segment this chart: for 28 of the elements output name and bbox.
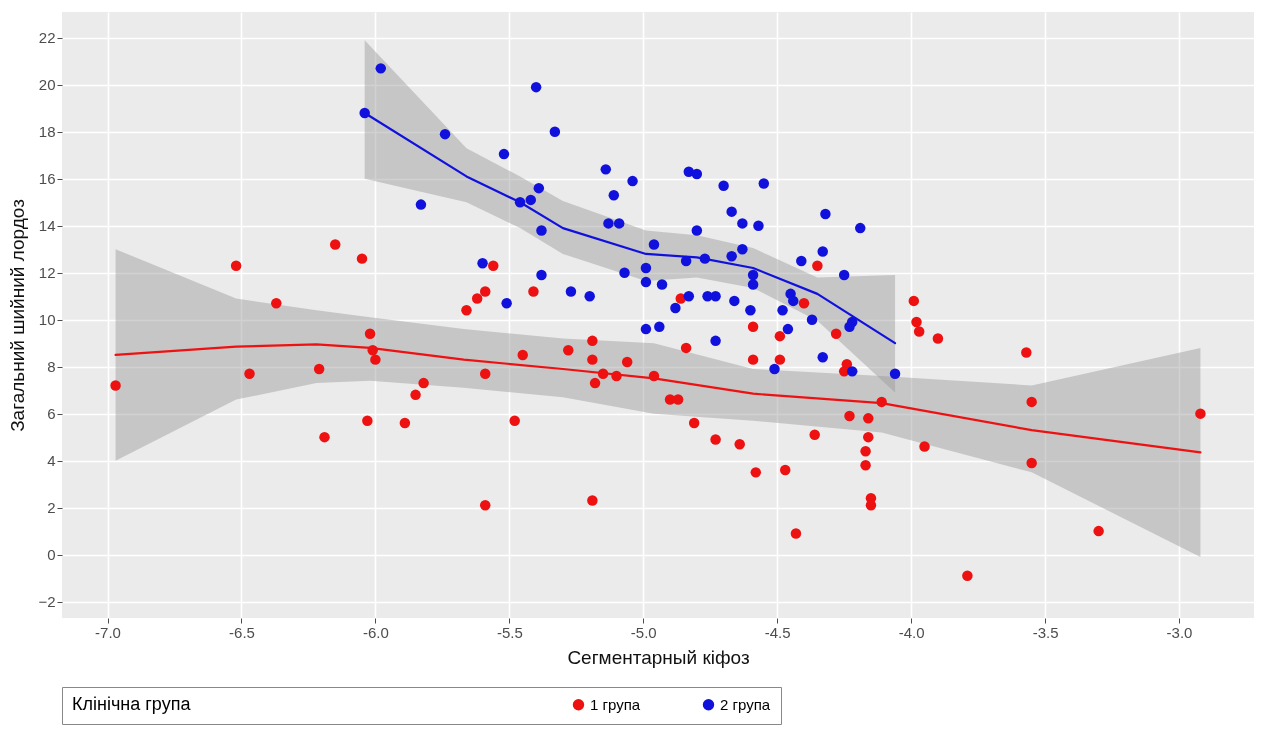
y-tick-label: 0 [47, 546, 56, 564]
y-tick-label: 18 [38, 123, 56, 141]
legend-title: Клінічна група [72, 694, 192, 714]
legend-label: 1 група [590, 695, 641, 713]
x-tick-label: -7.0 [95, 623, 121, 641]
x-axis-title: Сегментарный кіфоз [567, 646, 750, 668]
y-tick-label: 6 [47, 405, 56, 423]
y-tick-label: 10 [38, 311, 56, 329]
y-tick-label: 14 [38, 217, 56, 235]
y-tick-label: 12 [38, 264, 56, 282]
x-tick-label: -3.0 [1166, 623, 1193, 641]
y-tick-label: 20 [38, 76, 56, 94]
y-tick-label: 4 [47, 452, 56, 470]
y-tick-label: −2 [38, 593, 56, 611]
x-tick-label: -6.5 [229, 623, 255, 641]
y-tick-label: 22 [38, 29, 56, 47]
y-tick-label: 16 [38, 170, 56, 188]
x-tick-label: -5.5 [496, 623, 523, 641]
y-axis-title: Загальний шийний лордоз [7, 199, 29, 432]
line-series [114, 343, 1202, 454]
y-tick-label: 2 [47, 499, 56, 517]
x-tick-label: -5.0 [630, 623, 657, 641]
legend-label: 2 група [720, 695, 771, 713]
x-tick-label: -3.5 [1032, 623, 1059, 641]
x-tick-label: -4.0 [898, 623, 925, 641]
x-tick-label: -6.0 [362, 623, 389, 641]
x-tick-label: -4.5 [764, 623, 791, 641]
y-tick-label: 8 [47, 358, 56, 376]
